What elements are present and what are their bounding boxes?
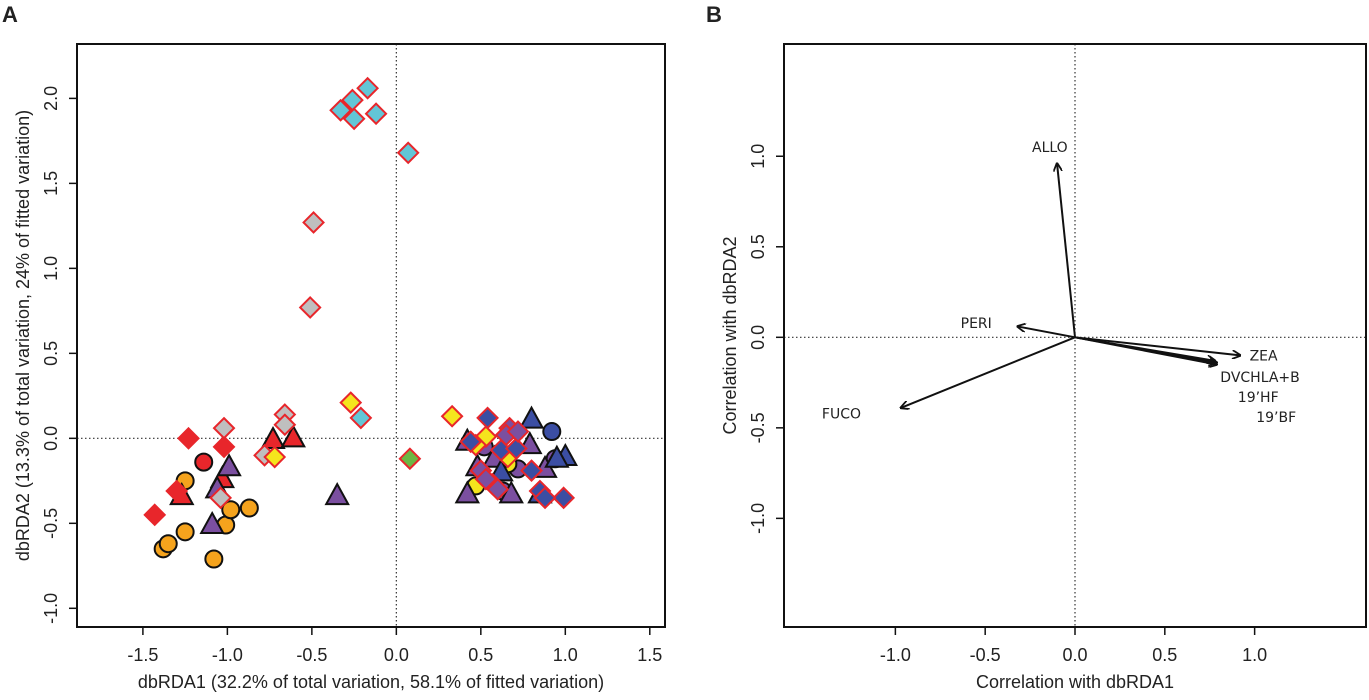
data-point-diamond xyxy=(143,503,167,527)
data-point-diamond xyxy=(342,107,366,131)
y-axis-label: Correlation with dbRDA2 xyxy=(720,236,740,434)
y-tick-label: -0.5 xyxy=(41,508,61,539)
vector-label: DVCHLA+B xyxy=(1220,370,1299,386)
vector-label: ZEA xyxy=(1250,348,1278,364)
data-point-diamond xyxy=(302,211,325,234)
data-point-circle xyxy=(194,452,214,472)
data-point-diamond xyxy=(474,467,498,491)
x-tick-label: 1.5 xyxy=(637,645,662,665)
data-point-diamond xyxy=(476,406,500,430)
y-tick-label: -1.0 xyxy=(41,593,61,624)
data-point-triangle xyxy=(544,444,570,468)
x-tick-label: 0.0 xyxy=(1062,645,1087,665)
data-point-triangle xyxy=(454,480,481,504)
data-point-diamond xyxy=(396,141,420,165)
x-tick-label: -1.0 xyxy=(212,645,243,665)
vector-arrow xyxy=(1074,336,1215,361)
vector-arrow xyxy=(1018,326,1076,339)
data-point-triangle xyxy=(518,405,545,429)
data-point-diamond xyxy=(349,406,373,430)
data-point-diamond xyxy=(504,437,528,460)
data-point-circle xyxy=(204,549,224,569)
data-point-diamond xyxy=(177,426,200,450)
data-point-diamond xyxy=(273,413,297,437)
data-point-diamond xyxy=(212,416,236,440)
data-point-circle xyxy=(221,500,241,520)
data-points xyxy=(143,76,579,569)
data-point-diamond xyxy=(398,447,422,471)
data-point-diamond xyxy=(364,102,388,126)
x-tick-label: 1.0 xyxy=(553,645,578,665)
data-point-diamond xyxy=(440,404,464,428)
y-tick-label: -1.0 xyxy=(748,503,768,534)
y-axis-label: dbRDA2 (13.3% of total variation, 24% of… xyxy=(13,110,33,561)
data-point-circle xyxy=(175,522,195,542)
y-tick-label: 0.0 xyxy=(41,426,61,451)
data-point-diamond xyxy=(506,420,530,443)
x-tick-label: -0.5 xyxy=(970,645,1001,665)
data-point-triangle xyxy=(488,458,514,482)
x-axis-label: Correlation with dbRDA1 xyxy=(976,672,1174,692)
panel-b-biplot: -1.0 -0.5 0.0 0.5 1.0 -1.0 -0.5 0.0 0.5 1.0 Correl… xyxy=(720,43,1367,692)
vector-label: 19’HF xyxy=(1238,390,1279,406)
data-point-circle xyxy=(542,422,562,442)
data-point-diamond xyxy=(520,459,543,483)
data-point-diamond xyxy=(212,435,236,459)
vector-label: PERI xyxy=(961,316,992,332)
x-axis-label: dbRDA1 (32.2% of total variation, 58.1% … xyxy=(138,672,604,692)
x-tick-label: -1.0 xyxy=(880,645,911,665)
data-point-diamond xyxy=(356,76,380,100)
vector-arrow xyxy=(901,336,1076,408)
x-tick-label: -1.5 xyxy=(127,645,158,665)
y-tick-label: -0.5 xyxy=(748,412,768,443)
data-point-circle xyxy=(239,498,259,518)
x-tick-label: 1.0 xyxy=(1242,645,1267,665)
x-tick-label: 0.0 xyxy=(384,645,409,665)
panel-label-b: B xyxy=(706,2,722,27)
data-point-diamond xyxy=(329,98,353,122)
data-point-triangle xyxy=(199,510,225,535)
y-tick-label: 0.5 xyxy=(41,341,61,366)
data-point-circle xyxy=(158,534,178,554)
data-point-diamond xyxy=(459,430,483,454)
vector-label: FUCO xyxy=(822,406,861,422)
data-point-diamond xyxy=(209,486,233,510)
y-tick-label: 1.5 xyxy=(41,171,61,196)
data-point-triangle xyxy=(216,453,242,477)
y-tick-label: 1.0 xyxy=(41,256,61,281)
data-point-diamond xyxy=(533,486,557,510)
vectors: ALLO PERI FUCO ZEA DVCHLA+B 19’HF 19’BF xyxy=(822,140,1300,426)
data-point-diamond xyxy=(298,296,322,319)
data-point-triangle xyxy=(324,482,350,506)
x-tick-label: 0.5 xyxy=(468,645,493,665)
panel-a-scatter: -1.5 -1.0 -0.5 0.0 0.5 1.0 1.5 -1.0 -0.5 0.0 0.5 1.… xyxy=(13,43,666,692)
panel-label-a: A xyxy=(2,2,18,27)
y-tick-label: 0.0 xyxy=(748,325,768,350)
vector-arrow xyxy=(1074,336,1240,355)
plot-frame xyxy=(783,43,1367,628)
data-point-diamond xyxy=(339,391,363,415)
data-point-triangle xyxy=(280,424,306,448)
data-point-diamond xyxy=(552,486,576,510)
x-tick-label: 0.5 xyxy=(1152,645,1177,665)
x-tick-label: -0.5 xyxy=(296,645,327,665)
vector-arrow xyxy=(1057,163,1076,338)
plot-frame xyxy=(76,43,666,628)
vector-label: ALLO xyxy=(1032,140,1068,156)
y-tick-label: 2.0 xyxy=(41,86,61,111)
data-point-diamond xyxy=(165,479,189,503)
y-tick-label: 1.0 xyxy=(748,144,768,169)
data-point-diamond xyxy=(486,477,510,501)
data-point-diamond xyxy=(263,445,287,469)
y-tick-label: 0.5 xyxy=(748,234,768,259)
vector-label: 19’BF xyxy=(1256,410,1296,426)
